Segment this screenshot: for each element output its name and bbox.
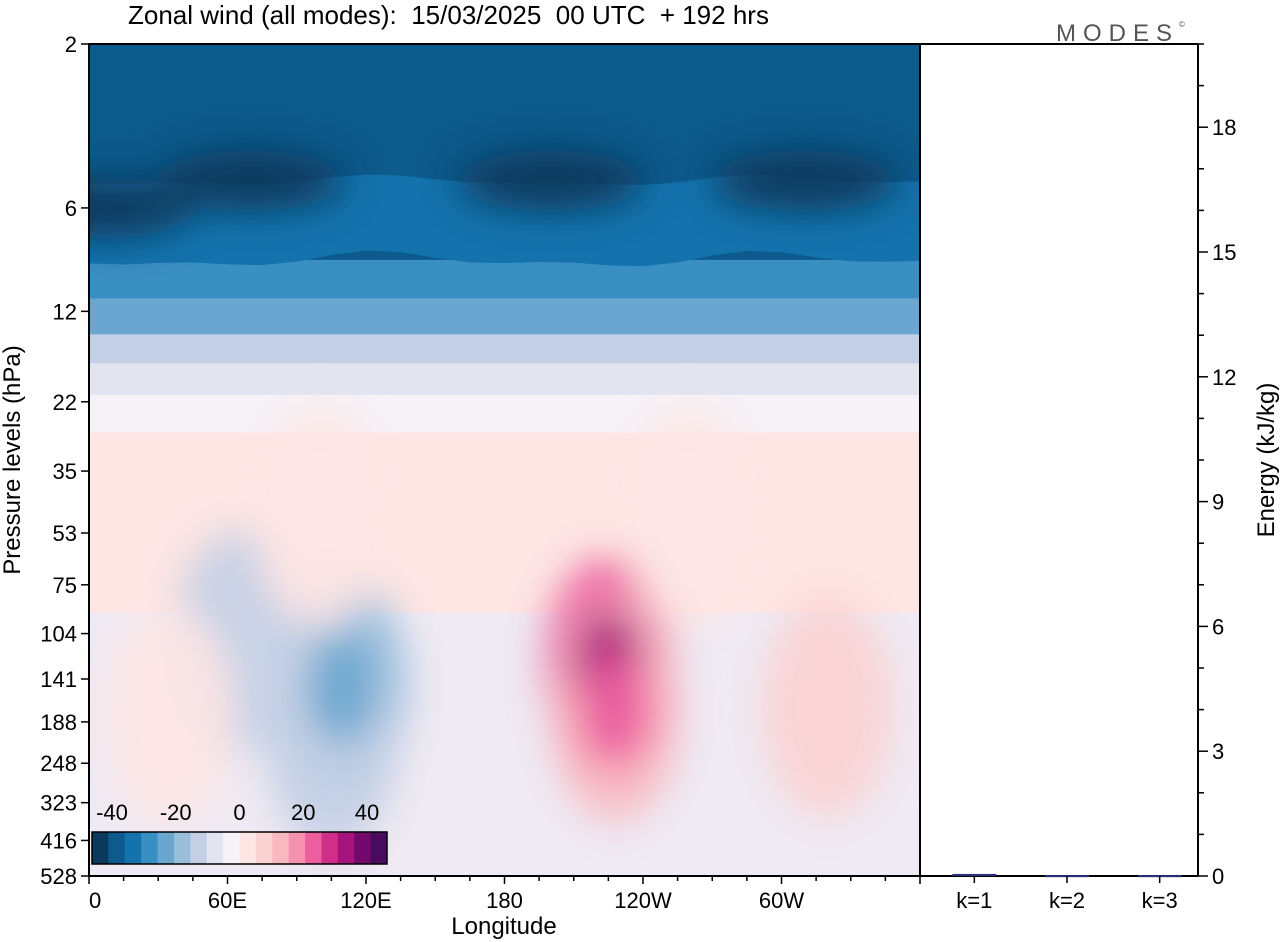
x-tick-label: 60E xyxy=(208,888,247,913)
x-tick-label: 120E xyxy=(340,888,391,913)
colorbar-swatch xyxy=(305,832,322,864)
y-tick-label: 53 xyxy=(53,521,77,546)
y-tick-label: 248 xyxy=(40,751,77,776)
colorbar-swatch xyxy=(239,832,257,864)
colorbar-swatch xyxy=(190,832,208,864)
energy-bar xyxy=(952,873,997,876)
contour-edge xyxy=(89,44,920,185)
y-tick-label: 35 xyxy=(53,459,77,484)
wind-core xyxy=(89,189,171,226)
colorbar-swatch xyxy=(337,832,355,864)
colorbar-swatch xyxy=(206,832,224,864)
x-tick-label: 120W xyxy=(614,888,672,913)
wind-feature xyxy=(624,408,755,629)
energy-tick-label: 15 xyxy=(1212,240,1236,265)
colorbar-swatch xyxy=(92,832,109,864)
colorbar-swatch xyxy=(354,832,372,864)
chart-title: Zonal wind (all modes): 15/03/2025 00 UT… xyxy=(128,0,769,30)
energy-tick-label: 3 xyxy=(1212,739,1224,764)
energy-tick-label: 12 xyxy=(1212,365,1236,390)
colorbar-swatch xyxy=(255,832,273,864)
y-tick-label: 22 xyxy=(53,390,77,415)
colorbar-swatch xyxy=(108,832,126,864)
contour-band xyxy=(89,334,920,365)
y-tick-label: 12 xyxy=(53,299,77,324)
y-tick-label: 141 xyxy=(40,667,77,692)
colorbar: -40 -20 0 20 40 xyxy=(91,800,388,865)
heatmap-layer xyxy=(89,44,920,876)
logo-mark: © xyxy=(1179,20,1185,29)
colorbar-swatch xyxy=(321,832,339,864)
frame-layer: 2 6 12 22 35 53 75 104 141 188 248 323 416 528 0 60E 120… xyxy=(40,32,921,913)
contour-band xyxy=(89,394,920,434)
energy-axis-title: Energy (kJ/kg) xyxy=(1253,383,1280,538)
x-tick-label: 180 xyxy=(486,888,523,913)
y-tick-label: 188 xyxy=(40,710,77,735)
colorbar-label: 0 xyxy=(233,800,245,825)
colorbar-frame xyxy=(91,831,388,865)
y-tick-label: 75 xyxy=(53,573,77,598)
energy-tick-label: 9 xyxy=(1212,490,1224,515)
bar-layer: 0 3 6 9 12 15 18 k=1 k=2 k=3 xyxy=(919,43,1236,913)
colorbar-label: 20 xyxy=(291,800,315,825)
energy-tick-label: 18 xyxy=(1212,115,1236,140)
contour-band xyxy=(89,259,920,300)
energy-x-tick-label: k=3 xyxy=(1142,888,1178,913)
wind-feature xyxy=(104,605,235,826)
colorbar-swatch xyxy=(141,832,159,864)
wind-core xyxy=(480,162,621,199)
contour-band xyxy=(89,298,920,336)
y-tick-label: 416 xyxy=(40,828,77,853)
colorbar-swatch xyxy=(288,832,306,864)
energy-tick-label: 0 xyxy=(1212,864,1224,889)
energy-panel-frame xyxy=(919,43,1199,877)
x-axis-title: Longitude xyxy=(451,913,556,940)
energy-x-tick-label: k=1 xyxy=(956,888,992,913)
logo-text: MODES xyxy=(1056,20,1180,47)
colorbar-swatch xyxy=(370,832,388,864)
colorbar-label: -40 xyxy=(96,800,128,825)
y-tick-label: 528 xyxy=(40,864,77,889)
wind-core xyxy=(734,162,875,199)
energy-x-tick-label: k=2 xyxy=(1049,888,1085,913)
energy-tick-label: 6 xyxy=(1212,614,1224,639)
wind-core xyxy=(307,633,378,744)
colorbar-label: 40 xyxy=(355,800,379,825)
wind-feature xyxy=(254,408,385,629)
y-tick-label: 323 xyxy=(40,791,77,816)
y-tick-label: 104 xyxy=(40,622,77,647)
wind-core xyxy=(180,162,321,199)
colorbar-swatch xyxy=(272,832,290,864)
colorbar-swatch xyxy=(223,832,240,864)
y-tick-label: 2 xyxy=(65,32,77,57)
colorbar-swatch xyxy=(173,832,191,864)
wind-core xyxy=(580,656,651,767)
x-tick-label: 0 xyxy=(89,888,101,913)
colorbar-swatch xyxy=(124,832,142,864)
colorbar-label: -20 xyxy=(160,800,192,825)
contour-band xyxy=(89,363,920,396)
y-tick-label: 6 xyxy=(65,196,77,221)
colorbar-swatch xyxy=(157,832,175,864)
wind-feature xyxy=(762,596,893,817)
x-tick-label: 60W xyxy=(759,888,804,913)
modes-logo: MODES© xyxy=(1056,20,1185,48)
y-axis-title: Pressure levels (hPa) xyxy=(0,345,26,574)
